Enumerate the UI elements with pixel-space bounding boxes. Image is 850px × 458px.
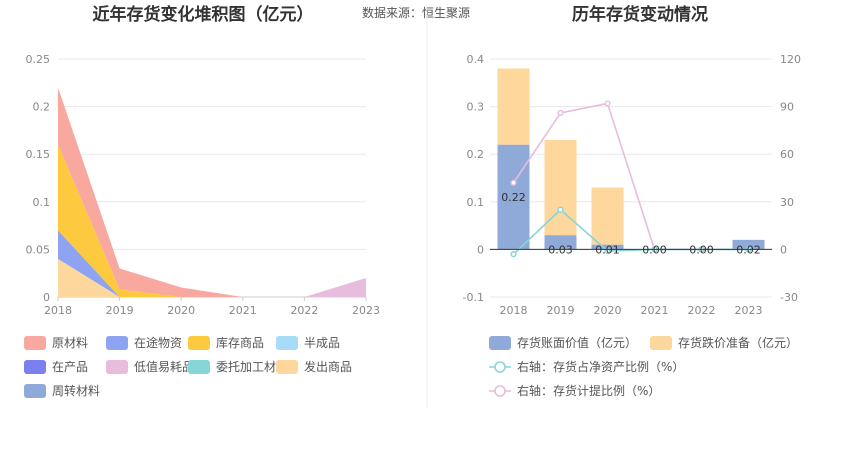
right-legend: 存货账面价值（亿元） 存货跌价准备（亿元） 右轴：存货占净资产比例（%） 右轴：存货计…: [489, 335, 798, 398]
data-source-text: 数据来源：恒生聚源: [362, 5, 470, 20]
legend-label: 委托加工材料: [216, 360, 288, 374]
area-series: [58, 144, 366, 297]
legend-label: 右轴：存货占净资产比例（%）: [517, 359, 684, 374]
right-y2-tick-label: 30: [780, 196, 794, 209]
right-y-tick-label: 0.4: [467, 53, 485, 66]
right-x-tick-label: 2018: [500, 304, 528, 317]
legend-swatch: [650, 336, 672, 350]
right-x-tick-label: 2023: [735, 304, 763, 317]
bar-impairment: [591, 187, 624, 245]
legend-label: 右轴：存货计提比例（%）: [517, 383, 660, 398]
legend-marker: [494, 385, 506, 397]
right-y-tick-label: 0.3: [467, 101, 485, 114]
bar-data-label: 0.22: [501, 191, 526, 204]
left-y-tick-label: 0: [43, 291, 50, 304]
legend-swatch: [106, 360, 128, 374]
bar-book-value: [591, 244, 624, 250]
legend-label: 库存商品: [216, 335, 264, 350]
legend-label: 存货账面价值（亿元）: [517, 335, 637, 350]
left-x-tick-label: 2023: [352, 304, 380, 317]
left-axes: 0 0.05 0.1 0.15 0.2 0.25 2018 2019 2020 2021 2022 2…: [26, 53, 381, 317]
left-x-tick-label: 2020: [167, 304, 195, 317]
left-y-tick-label: 0.15: [26, 148, 51, 161]
line-point: [510, 251, 517, 258]
right-y-tick-label: 0.1: [467, 196, 485, 209]
legend-label: 在产品: [52, 360, 88, 374]
right-axes: -0.1 -30 0 0 0.1 30 0.2 60 0.3 90 0.4 120 2018 2019 20…: [463, 53, 801, 317]
bar-book-value: [544, 235, 577, 250]
right-y-tick-label: -0.1: [463, 291, 484, 304]
area-series: [58, 258, 366, 297]
line-point: [510, 179, 517, 186]
right-y-tick-label: 0: [477, 243, 484, 256]
right-chart-title: 历年存货变动情况: [572, 4, 708, 25]
legend-swatch: [276, 336, 298, 350]
legend-swatch: [489, 336, 511, 350]
left-x-tick-label: 2022: [290, 304, 318, 317]
left-chart-title: 近年存货变化堆积图（亿元）: [93, 4, 314, 25]
left-y-tick-label: 0.2: [33, 101, 51, 114]
right-y-tick-label: 0.2: [467, 148, 485, 161]
left-x-tick-label: 2021: [229, 304, 257, 317]
bar-impairment: [497, 68, 530, 145]
left-y-tick-label: 0.1: [33, 196, 51, 209]
right-y2-tick-label: 90: [780, 101, 794, 114]
legend-label: 原材料: [52, 336, 88, 350]
right-x-tick-label: 2022: [688, 304, 716, 317]
right-y2-tick-label: -30: [780, 291, 798, 304]
left-y-tick-label: 0.25: [26, 53, 51, 66]
legend-label: 周转材料: [52, 383, 100, 398]
inventory-stack-chart: 近年存货变化堆积图（亿元） 数据来源：恒生聚源 00.050.10.150.20…: [24, 4, 470, 398]
bar-book-value: [497, 144, 530, 250]
line-point: [557, 206, 564, 213]
legend-swatch: [276, 360, 298, 374]
line-point: [557, 109, 564, 117]
right-x-tick-label: 2020: [594, 304, 622, 317]
left-x-tick-label: 2019: [106, 304, 134, 317]
legend-marker: [494, 361, 506, 373]
legend-swatch: [24, 384, 46, 398]
bar-book-value: [732, 239, 765, 250]
legend-label: 低值易耗品: [134, 359, 194, 374]
right-y2-tick-label: 0: [780, 243, 787, 256]
legend-label: 存货跌价准备（亿元）: [678, 335, 798, 350]
inventory-change-chart: 历年存货变动情况 0.220.03 0.01 0.00 0.00 0.02 -0.1 -3…: [463, 4, 801, 398]
legend-swatch: [106, 336, 128, 350]
legend-swatch: [188, 336, 210, 350]
legend-swatch: [24, 336, 46, 350]
right-y2-tick-label: 60: [780, 148, 794, 161]
legend-swatch: [188, 360, 210, 374]
legend-swatch: [24, 360, 46, 374]
right-y2-tick-label: 120: [780, 53, 801, 66]
legend-label: 发出商品: [304, 359, 352, 374]
left-y-tick-label: 0.05: [26, 243, 51, 256]
left-area-series: [58, 87, 366, 297]
right-x-tick-label: 2019: [547, 304, 575, 317]
right-bars: [497, 68, 765, 250]
legend-label: 在途物资: [134, 335, 182, 350]
right-data-labels: 0.220.03 0.01 0.00 0.00 0.02: [501, 191, 761, 256]
line-point: [604, 100, 611, 107]
legend-label: 半成品: [304, 336, 340, 350]
right-x-tick-label: 2021: [641, 304, 669, 317]
left-x-tick-label: 2018: [44, 304, 72, 317]
